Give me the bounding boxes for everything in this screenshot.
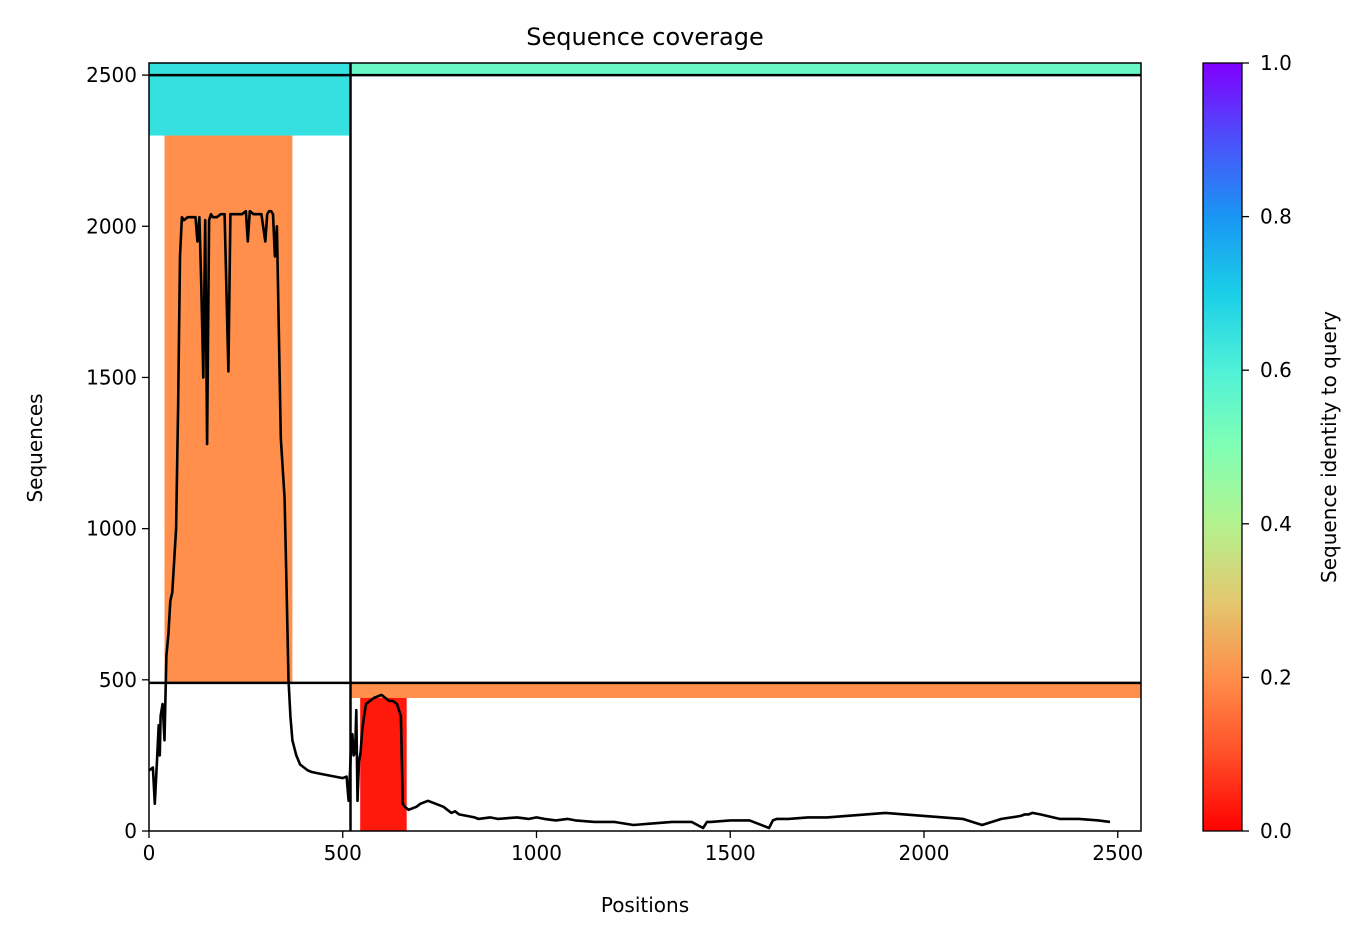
identity-block — [350, 682, 1141, 698]
colorbar-tick-label: 0.4 — [1260, 512, 1292, 536]
x-tick-label: 1500 — [705, 841, 756, 865]
x-tick-label: 2000 — [899, 841, 950, 865]
colorbar-tick-label: 0.0 — [1260, 819, 1292, 843]
x-tick-label: 1000 — [511, 841, 562, 865]
x-tick-label: 500 — [324, 841, 362, 865]
identity-block — [360, 682, 407, 831]
identity-block — [350, 63, 1141, 76]
chart-title: Sequence coverage — [526, 23, 763, 51]
colorbar — [1202, 62, 1243, 832]
y-tick-label: 2500 — [86, 63, 137, 87]
plot-frame — [148, 62, 1142, 832]
y-tick-label: 1000 — [86, 517, 137, 541]
x-tick-label: 2500 — [1092, 841, 1143, 865]
colorbar-tick-label: 0.8 — [1260, 205, 1292, 229]
y-tick-label: 1500 — [86, 365, 137, 389]
colorbar-label: Sequence identity to query — [1317, 311, 1341, 583]
identity-block — [164, 135, 293, 683]
y-axis-label: Sequences — [23, 393, 47, 502]
y-tick-label: 0 — [124, 819, 137, 843]
x-tick-label: 0 — [143, 841, 156, 865]
colorbar-ticks: 0.0 0.2 0.4 0.6 0.8 1.0 — [1242, 51, 1292, 843]
y-tick-label: 2000 — [86, 214, 137, 238]
colorbar-tick-label: 0.6 — [1260, 358, 1292, 382]
colorbar-tick-label: 1.0 — [1260, 51, 1292, 75]
y-tick-label: 500 — [99, 668, 137, 692]
coverage-line — [148, 209, 1111, 830]
colorbar-tick-label: 0.2 — [1260, 665, 1292, 689]
plot-area: 0 500 1000 1500 2000 2500 0 500 1000 1500 2000 2500 — [86, 62, 1143, 865]
x-axis-label: Positions — [601, 893, 689, 917]
